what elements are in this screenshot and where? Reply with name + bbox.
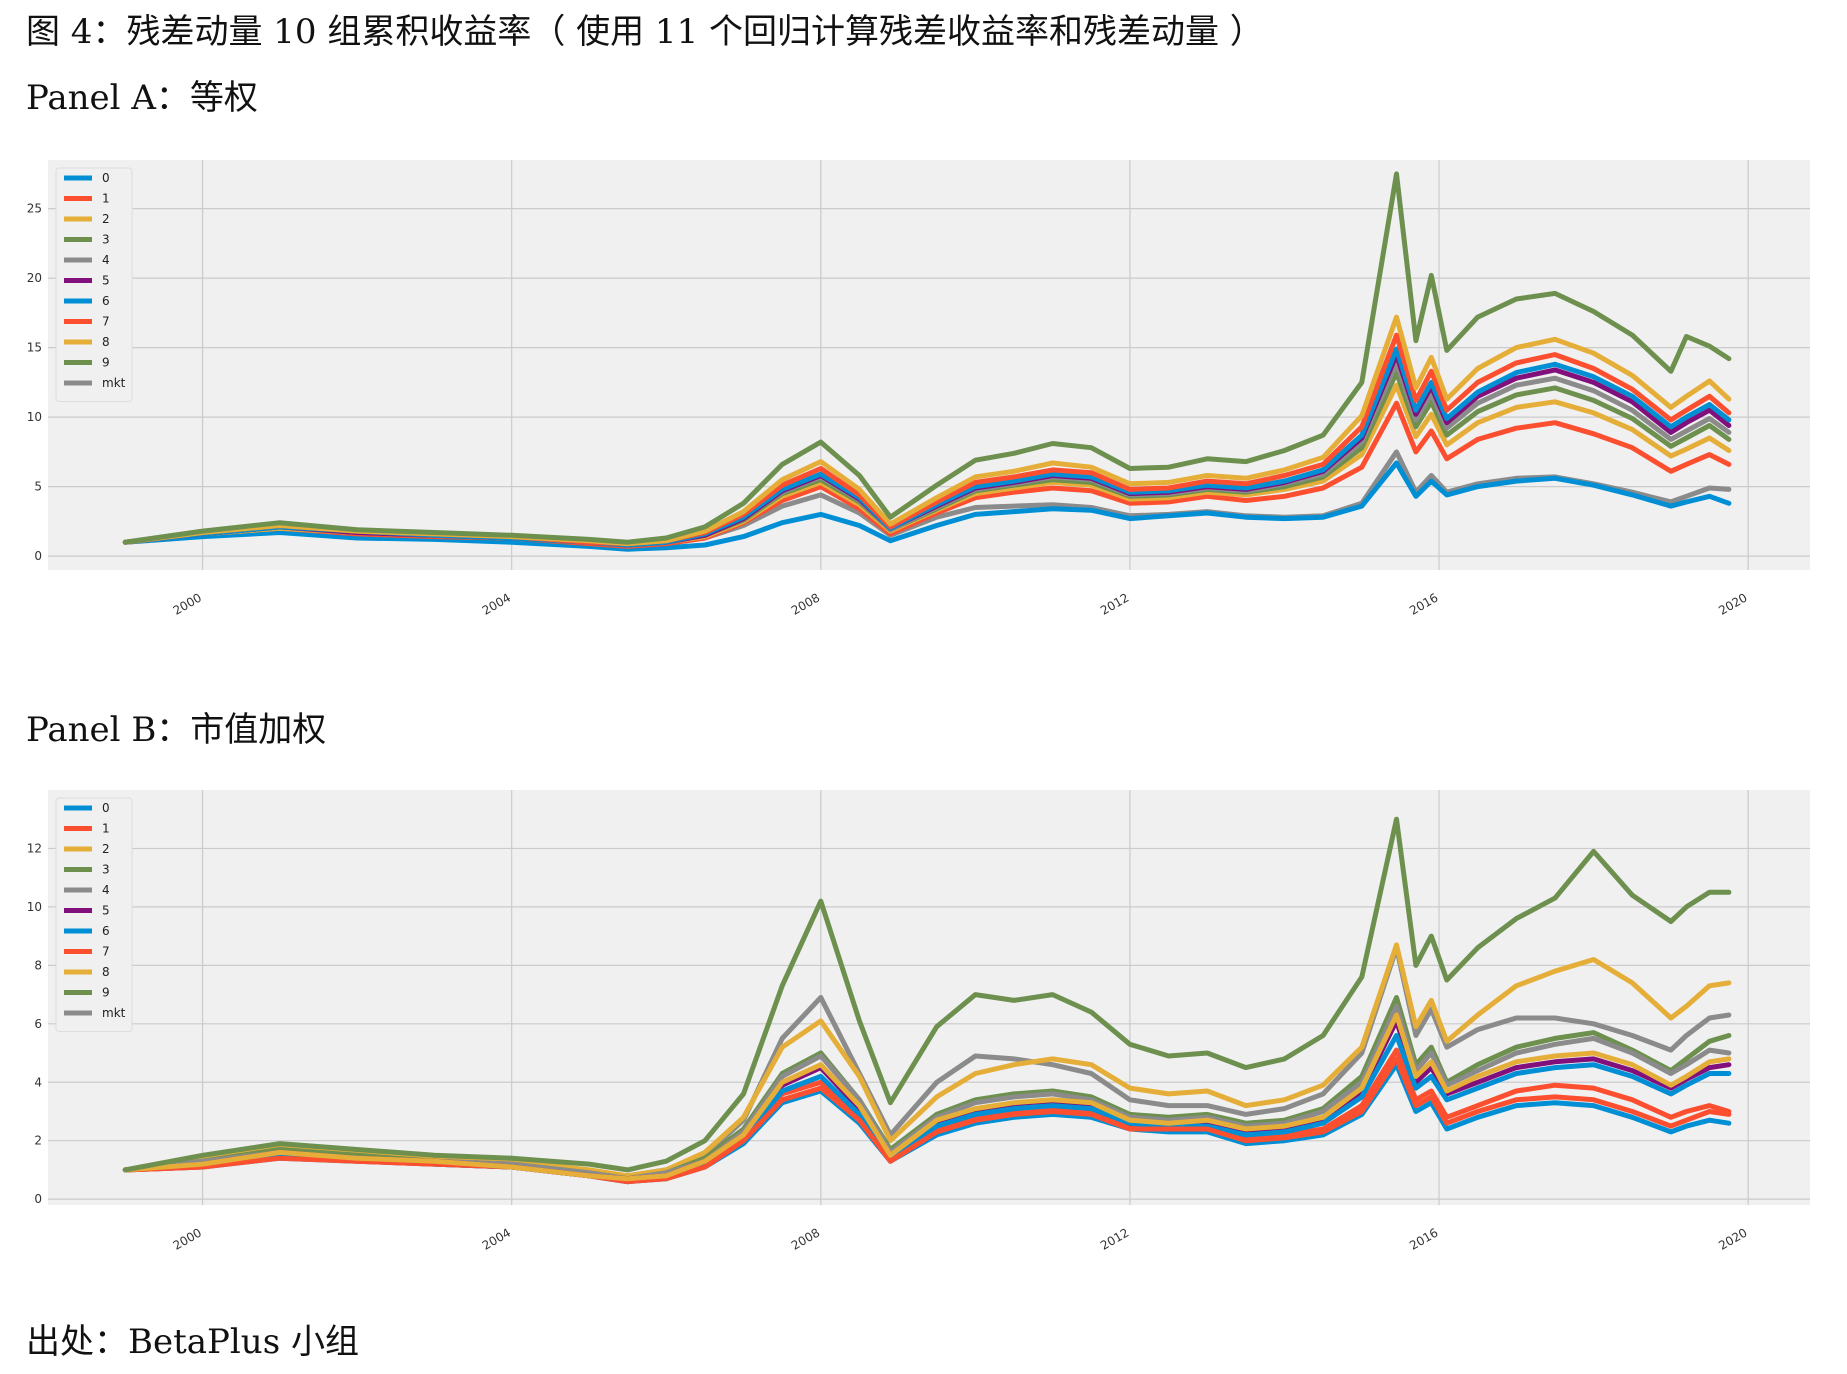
panel-a-x-tick-label: 2000 — [171, 590, 204, 617]
panel-b-plot-area — [48, 790, 1810, 1205]
panel-b-grid — [48, 790, 1810, 1205]
panel-a-y-tick-label: 0 — [34, 549, 42, 563]
panel-b-legend-label-7: 7 — [102, 945, 110, 959]
panel-b-legend-label-4: 4 — [102, 883, 110, 897]
panel-a-legend-label-7: 7 — [102, 315, 110, 329]
panel-b-legend-label-9: 9 — [102, 986, 110, 1000]
panel-a-grid — [48, 160, 1810, 570]
panel-b-x-tick-label: 2000 — [171, 1225, 204, 1252]
panel-a-legend-label-mkt: mkt — [102, 376, 126, 390]
panel-b-y-tick-label: 0 — [34, 1192, 42, 1206]
panel-b-legend-label-1: 1 — [102, 822, 110, 836]
panel-a-y-tick-label: 5 — [34, 480, 42, 494]
panel-b-legend: 0 1 2 3 4 5 6 7 8 9 mkt — [55, 797, 133, 1032]
panel-a-y-tick-label: 25 — [27, 202, 42, 216]
panel-b-legend-label-0: 0 — [102, 801, 110, 815]
panel-a-chart: 0 5 10 15 20 25 2000 2004 2008 2012 2016 2020 0 1 2 3 4 5… — [26, 150, 1826, 680]
panel-b-legend-label-2: 2 — [102, 842, 110, 856]
panel-b-x-tick-label: 2012 — [1098, 1225, 1131, 1252]
panel-b-legend-label-8: 8 — [102, 965, 110, 979]
panel-b-chart: 0 2 4 6 8 10 12 2000 2004 2008 2012 2016 2020 0 1 2 3 4 5 6… — [26, 780, 1826, 1315]
panel-b-legend-label-5: 5 — [102, 904, 110, 918]
panel-b-y-tick-label: 4 — [34, 1075, 42, 1089]
panel-a-legend-frame — [55, 167, 133, 402]
panel-a-legend-label-3: 3 — [102, 233, 110, 247]
panel-a-x-tick-label: 2020 — [1716, 590, 1749, 617]
panel-a-legend-label-8: 8 — [102, 335, 110, 349]
panel-a-legend-label-2: 2 — [102, 212, 110, 226]
panel-a-x-tick-label: 2004 — [480, 590, 513, 617]
panel-a-y-tick-label: 20 — [27, 271, 42, 285]
panel-a-y-tick-label: 15 — [27, 341, 42, 355]
panel-b-y-tick-label: 2 — [34, 1134, 42, 1148]
panel-b-x-tick-label: 2020 — [1716, 1225, 1749, 1252]
panel-b-series-2-line — [122, 942, 1732, 1179]
panel-b-x-tick-label: 2016 — [1407, 1225, 1440, 1252]
panel-b-legend-label-6: 6 — [102, 924, 110, 938]
panel-b-series-9-line — [122, 816, 1732, 1173]
panel-b-series-8-line — [122, 1012, 1732, 1182]
panel-b-y-tick-label: 10 — [27, 900, 42, 914]
panel-b-title: Panel B：市值加权 — [26, 710, 327, 750]
panel-b-legend-frame — [55, 797, 133, 1032]
panel-b-legend-label-mkt: mkt — [102, 1006, 126, 1020]
panel-b-y-tick-label: 6 — [34, 1017, 42, 1031]
panel-a-series-9-line — [122, 171, 1732, 545]
panel-a-series-0-line — [122, 460, 1732, 552]
panel-a-legend-label-6: 6 — [102, 294, 110, 308]
panel-a-svg: 0 5 10 15 20 25 2000 2004 2008 2012 2016 2020 0 1 2 3 4 5… — [27, 160, 1810, 618]
panel-b-y-tick-label: 12 — [27, 841, 42, 855]
panel-b-series-lines — [122, 816, 1732, 1185]
panel-b-x-tick-label: 2004 — [480, 1225, 513, 1252]
panel-a-series-lines — [122, 171, 1732, 552]
figure-title: 图 4：残差动量 10 组累积收益率（ 使用 11 个回归计算残差收益率和残差动… — [26, 12, 1264, 52]
panel-a-x-tick-label: 2008 — [789, 590, 822, 617]
panel-a-legend: 0 1 2 3 4 5 6 7 8 9 mkt — [55, 167, 133, 402]
source-note: 出处：BetaPlus 小组 — [26, 1322, 359, 1362]
panel-a-legend-label-9: 9 — [102, 356, 110, 370]
panel-a-legend-label-4: 4 — [102, 253, 110, 267]
panel-b-legend-label-3: 3 — [102, 863, 110, 877]
panel-a-y-tick-label: 10 — [27, 410, 42, 424]
panel-a-x-tick-label: 2012 — [1098, 590, 1131, 617]
panel-a-title: Panel A：等权 — [26, 78, 258, 118]
panel-a-legend-label-1: 1 — [102, 192, 110, 206]
panel-a-x-tick-label: 2016 — [1407, 590, 1440, 617]
panel-b-y-tick-label: 8 — [34, 958, 42, 972]
panel-a-legend-label-0: 0 — [102, 171, 110, 185]
panel-a-legend-label-5: 5 — [102, 274, 110, 288]
panel-b-x-tick-label: 2008 — [789, 1225, 822, 1252]
